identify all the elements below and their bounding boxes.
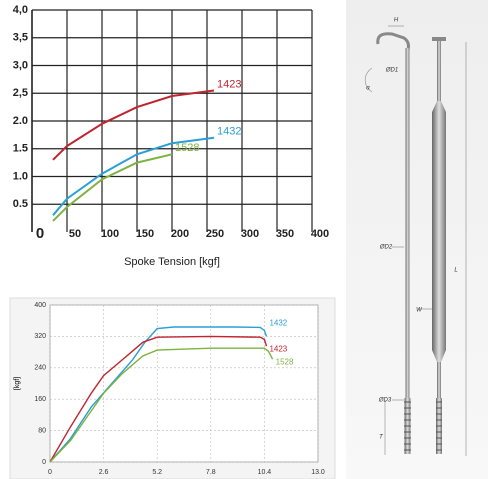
y-tick-label: 320 — [34, 333, 46, 340]
spoke-blade — [432, 101, 446, 362]
x-tick-label: 50 — [69, 228, 81, 240]
series-label: 1423 — [269, 344, 287, 353]
dimension-lines — [364, 25, 467, 456]
dim-label: α — [366, 86, 370, 92]
spoke-body — [405, 48, 410, 398]
dim-label: ØD2 — [379, 245, 393, 251]
series-line — [49, 335, 268, 463]
x-tick-label: 7.8 — [206, 469, 216, 476]
y-tick-label: 0.5 — [13, 198, 28, 210]
dim-label: ØD3 — [378, 398, 392, 404]
plot-area — [49, 304, 319, 463]
thread-lines-2 — [436, 401, 442, 451]
y-tick-label: 1.5 — [13, 143, 28, 155]
spoke-neck — [437, 41, 441, 101]
x-tick-label: 200 — [171, 228, 189, 240]
x-tick-label: 350 — [276, 228, 294, 240]
spoke-head — [432, 37, 446, 41]
diagram-bg — [346, 0, 488, 479]
thread-lines — [404, 401, 411, 451]
x-tick-label: 5.2 — [152, 469, 162, 476]
spoke-lower — [437, 362, 441, 398]
x-tick-label: 400 — [311, 228, 329, 240]
series-label: 1528 — [175, 142, 199, 154]
y-tick-label: 2.0 — [13, 115, 28, 127]
spoke-hook — [376, 32, 410, 51]
y-tick-label: 2,5 — [13, 87, 28, 99]
dim-label: ØD1 — [385, 68, 398, 74]
y-axis-label: [kgf] — [14, 377, 21, 390]
series-line — [52, 89, 215, 161]
series-label: 1423 — [217, 78, 241, 90]
x-tick-label: 0 — [36, 225, 44, 242]
y-tick-label: 80 — [38, 427, 46, 434]
x-tick-label: 0 — [48, 469, 52, 476]
x-axis-label: Spoke Tension [kgf] — [124, 256, 220, 268]
y-tick-label: 1.0 — [13, 170, 28, 182]
y-tick-label: 160 — [34, 396, 46, 403]
y-tick-label: 3,5 — [13, 32, 28, 44]
dim-label: T — [379, 435, 384, 441]
y-tick-label: 4,0 — [13, 4, 28, 16]
series-line — [52, 136, 215, 216]
x-tick-label: 250 — [206, 228, 224, 240]
series-line — [52, 153, 173, 222]
dim-label: L — [454, 268, 457, 274]
y-tick-label: 400 — [34, 302, 46, 309]
series-label: 1528 — [276, 357, 294, 366]
y-tick-label: 240 — [34, 365, 46, 372]
x-tick-label: 2.6 — [99, 469, 109, 476]
y-tick-label: 3,0 — [13, 59, 28, 71]
series-label: 1432 — [217, 126, 241, 138]
dim-label: W — [416, 308, 423, 314]
x-tick-label: 10.4 — [258, 469, 272, 476]
x-tick-label: 150 — [136, 228, 154, 240]
series-line — [49, 326, 268, 463]
x-tick-label: 13.0 — [311, 469, 325, 476]
y-tick-label: 0 — [42, 459, 46, 466]
x-tick-label: 300 — [241, 228, 259, 240]
series-line — [49, 347, 274, 463]
series-label: 1432 — [269, 319, 287, 328]
x-tick-label: 100 — [101, 228, 119, 240]
spoke-diagram: H ØD1 α ØD2 L W ØD3 T — [346, 0, 488, 479]
dim-label: H — [394, 18, 399, 24]
